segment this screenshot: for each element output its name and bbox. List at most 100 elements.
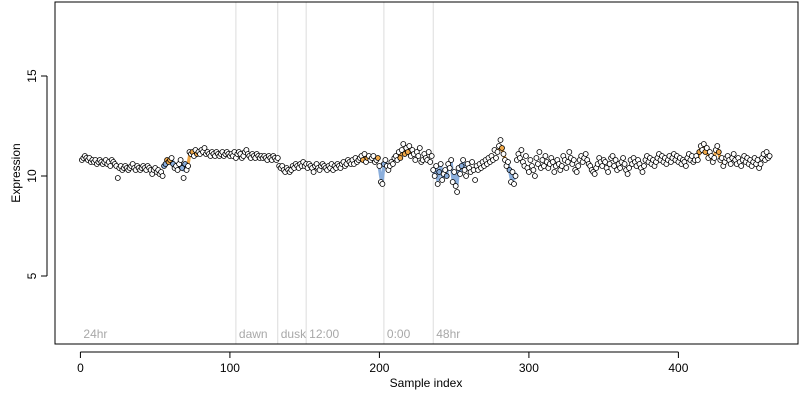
data-point-426 (715, 149, 722, 155)
data-point-247 (448, 157, 455, 163)
data-point-294 (518, 147, 525, 153)
data-point-363 (621, 161, 628, 167)
data-point-251 (454, 189, 461, 195)
data-point-226 (416, 145, 423, 151)
data-point-234 (428, 153, 435, 159)
data-point-257 (463, 173, 470, 179)
x-axis-label: Sample index (390, 376, 463, 390)
data-point-423 (711, 155, 718, 161)
data-point-235 (430, 167, 437, 173)
data-point-215 (400, 141, 407, 147)
data-point-293 (517, 155, 523, 161)
data-point-404 (683, 163, 689, 169)
data-point-24 (114, 175, 121, 181)
data-point-303 (532, 173, 538, 179)
data-point-460 (766, 153, 773, 159)
data-point-261 (469, 159, 476, 165)
data-point-236 (431, 173, 438, 179)
data-point-306 (536, 149, 543, 155)
region-label-2: dusk (281, 327, 307, 341)
data-point-326 (566, 149, 573, 155)
data-point-131 (274, 155, 281, 161)
data-point-232 (425, 149, 432, 155)
data-point-255 (460, 157, 467, 163)
data-point-208 (389, 161, 396, 167)
data-point-305 (535, 161, 541, 167)
data-point-82 (201, 145, 208, 151)
data-point-54 (159, 173, 166, 179)
data-point-331 (573, 169, 580, 175)
data-point-297 (523, 153, 529, 159)
data-point-310 (542, 153, 549, 159)
data-point-253 (457, 171, 464, 177)
x-tick-label-3: 300 (519, 361, 539, 375)
data-point-362 (620, 155, 626, 161)
data-point-219 (406, 143, 413, 149)
x-axis: 0 100 200 300 400 (77, 351, 689, 375)
data-point-441 (738, 163, 745, 169)
data-point-223 (412, 157, 419, 163)
data-point-246 (446, 165, 453, 171)
y-axis: 5 10 15 (25, 69, 48, 279)
data-point-288 (509, 169, 516, 175)
data-point-282 (500, 151, 507, 157)
x-tick-label-0: 0 (77, 361, 84, 375)
data-point-412 (694, 157, 701, 163)
data-point-416 (700, 141, 707, 147)
plot-frame (54, 1, 799, 345)
data-point-434 (727, 161, 734, 167)
data-point-357 (612, 157, 619, 163)
x-tick-label-1: 100 (220, 361, 240, 375)
data-point-225 (415, 153, 422, 159)
data-point-240 (437, 161, 444, 167)
data-point-332 (575, 163, 582, 169)
data-point-316 (551, 169, 558, 175)
y-tick-label-1: 10 (25, 169, 39, 183)
region-label-3: 12:00 (309, 327, 339, 341)
data-point-213 (397, 155, 404, 161)
data-point-376 (641, 163, 647, 169)
data-point-71 (185, 163, 192, 169)
data-point-250 (452, 183, 459, 189)
data-points (79, 137, 773, 195)
data-point-352 (605, 169, 611, 175)
region-label-4: 0:00 (387, 327, 411, 341)
region-boundaries (235, 2, 434, 344)
region-label-5: 48hr (436, 327, 460, 341)
data-point-425 (714, 143, 721, 149)
data-point-343 (591, 171, 598, 177)
data-point-233 (427, 159, 434, 165)
y-tick-label-2: 15 (25, 69, 39, 83)
data-point-300 (527, 157, 534, 163)
region-labels: 24hr dawn dusk 12:00 0:00 48hr (83, 327, 460, 341)
data-point-155 (310, 169, 317, 175)
data-point-436 (730, 151, 737, 157)
x-tick-label-4: 400 (668, 361, 688, 375)
data-point-66 (177, 157, 184, 163)
data-point-277 (493, 155, 499, 161)
data-point-302 (530, 167, 537, 173)
data-point-203 (382, 157, 389, 163)
data-point-249 (451, 169, 458, 175)
data-point-418 (703, 145, 710, 151)
data-point-375 (639, 169, 646, 175)
data-point-290 (512, 173, 519, 179)
data-point-254 (458, 163, 465, 169)
data-point-360 (617, 165, 623, 171)
data-point-289 (511, 181, 517, 187)
data-point-365 (624, 171, 631, 177)
data-point-285 (505, 159, 511, 165)
data-point-198 (374, 155, 381, 161)
data-point-366 (626, 165, 632, 171)
data-point-337 (582, 151, 589, 157)
data-point-281 (499, 145, 505, 151)
data-point-60 (168, 155, 175, 161)
data-point-454 (757, 161, 764, 167)
data-point-201 (379, 181, 386, 187)
y-tick-label-0: 5 (25, 272, 39, 279)
data-point-241 (439, 177, 446, 183)
data-point-278 (494, 149, 501, 155)
data-point-248 (449, 179, 456, 185)
x-tick-label-2: 200 (369, 361, 389, 375)
